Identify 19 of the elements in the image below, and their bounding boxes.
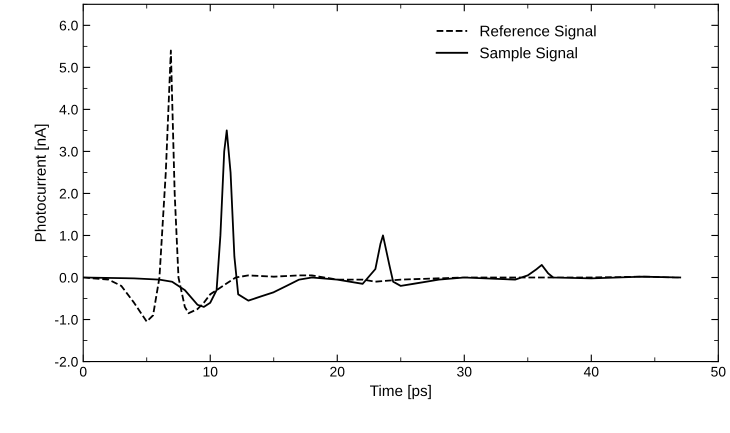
y-tick-label: 2.0 xyxy=(60,188,78,199)
y-tick-label: 0.0 xyxy=(60,272,78,283)
x-tick-label: 10 xyxy=(204,366,218,377)
legend-label: Sample Signal xyxy=(480,47,577,62)
x-tick-label: 50 xyxy=(711,366,726,377)
x-tick-label: 40 xyxy=(584,366,598,377)
y-tick-label: -1.0 xyxy=(55,314,78,325)
x-tick-label: 30 xyxy=(457,366,472,377)
y-tick-label: 1.0 xyxy=(60,230,78,241)
y-tick-label: 5.0 xyxy=(60,62,78,73)
x-tick-label: 0 xyxy=(80,366,87,377)
y-tick-label: 3.0 xyxy=(60,146,78,157)
x-tick-label: 20 xyxy=(330,366,344,377)
y-tick-label: 6.0 xyxy=(60,20,78,31)
legend-label: Reference Signal xyxy=(480,25,596,40)
x-axis-title: Time [ps] xyxy=(370,384,431,400)
y-axis-title: Photocurrent [nA] xyxy=(34,124,49,242)
y-tick-label: 4.0 xyxy=(59,104,78,115)
y-tick-label: -2.0 xyxy=(55,356,78,367)
